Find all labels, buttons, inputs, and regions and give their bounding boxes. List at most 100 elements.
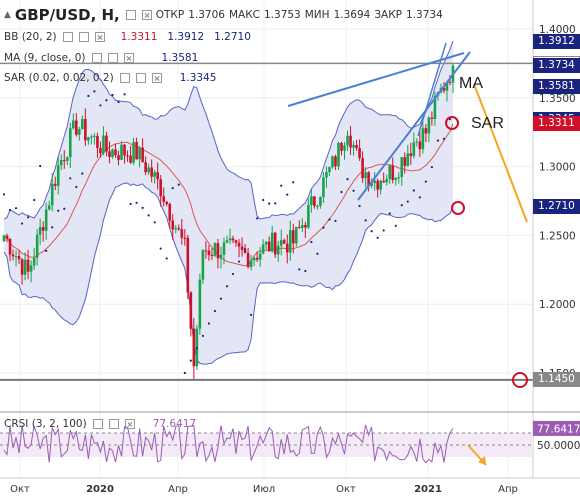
close-icon[interactable] xyxy=(123,53,134,63)
candle-body xyxy=(38,227,42,235)
candle-body xyxy=(102,135,105,154)
price-tick-label: 1.2500 xyxy=(539,230,576,242)
price-tag: 1.3912 xyxy=(533,33,580,49)
candle-body xyxy=(397,177,401,179)
sar-dot xyxy=(111,93,114,97)
candle-body xyxy=(261,244,265,254)
crsi-value-tag-text: 77.6417 xyxy=(537,423,580,435)
close-icon[interactable] xyxy=(151,73,162,83)
close-icon[interactable] xyxy=(124,419,135,429)
candle-body xyxy=(415,141,419,143)
visibility-icon[interactable] xyxy=(107,53,118,63)
candle-body xyxy=(349,135,352,148)
settings-icon[interactable] xyxy=(91,53,102,63)
candle-body xyxy=(285,243,289,253)
sar-dot xyxy=(262,198,265,202)
sar-dot xyxy=(352,189,355,192)
chevron-up-icon[interactable]: ▲ xyxy=(4,10,11,20)
candle-body xyxy=(370,183,373,186)
sar-circle xyxy=(445,116,459,130)
candle-body xyxy=(84,118,87,141)
settings-icon[interactable] xyxy=(92,419,103,429)
candle-body xyxy=(81,118,84,130)
sar-dot xyxy=(39,164,42,168)
candle-body xyxy=(316,205,319,207)
candle-body xyxy=(75,120,78,135)
sar-dot xyxy=(141,206,144,209)
sar-dot xyxy=(75,185,78,189)
candle-body xyxy=(222,242,226,255)
candle-body xyxy=(252,257,256,261)
candle-body xyxy=(26,259,30,272)
sar-dot xyxy=(376,236,379,239)
bollinger-bands xyxy=(3,40,454,365)
candle-body xyxy=(72,120,75,129)
visibility-icon[interactable] xyxy=(78,32,89,42)
candle-body xyxy=(295,227,298,244)
candle-body xyxy=(168,203,172,221)
candle-body xyxy=(394,177,398,180)
candle-body xyxy=(249,260,253,267)
sar-dot xyxy=(147,214,150,217)
indicator-ma-row[interactable]: MA (9, close, 0) 1.3581 xyxy=(4,52,198,64)
candle-body xyxy=(180,229,184,238)
indicator-sar-row[interactable]: SAR (0.02, 0.02, 0.2) 1.3345 xyxy=(4,72,216,84)
candle-body xyxy=(442,87,446,91)
candle-body xyxy=(264,241,268,245)
candle-body xyxy=(165,201,169,204)
candle-body xyxy=(373,180,376,184)
settings-icon[interactable] xyxy=(125,10,136,20)
sar-dot xyxy=(153,221,156,224)
sar-dot xyxy=(328,218,331,221)
indicator-crsi-row[interactable]: CRSI (3, 2, 100) 77.6417 xyxy=(4,418,196,430)
forecast-arrow-line xyxy=(473,83,528,223)
candle-body xyxy=(144,162,147,173)
sar-dot xyxy=(346,178,349,181)
candle-body xyxy=(59,160,63,166)
support-circle xyxy=(512,372,528,388)
settings-icon[interactable] xyxy=(62,32,73,42)
sar-dot xyxy=(81,172,84,175)
candle-body xyxy=(231,238,235,241)
candle-body xyxy=(288,230,292,253)
candle-body xyxy=(352,145,355,148)
candle-body xyxy=(150,167,153,177)
sar-dot xyxy=(316,252,319,255)
close-icon[interactable] xyxy=(141,10,152,20)
candle-body xyxy=(174,228,178,230)
candle-body xyxy=(406,153,410,166)
time-tick-label: Апр xyxy=(498,484,518,495)
visibility-icon[interactable] xyxy=(108,419,119,429)
price-tick-label: 1.4000 xyxy=(539,24,576,36)
sar-dot xyxy=(171,187,174,190)
candle-body xyxy=(282,240,286,244)
candle-body xyxy=(108,151,111,157)
candle-body xyxy=(388,165,392,180)
bollinger-lower xyxy=(3,182,454,365)
candle-body xyxy=(93,135,96,137)
close-icon[interactable] xyxy=(94,32,105,42)
candle-body xyxy=(319,196,322,206)
candle-body xyxy=(44,209,48,231)
candle-body xyxy=(225,240,229,243)
candle-body xyxy=(427,117,431,134)
sar-dot xyxy=(406,200,409,203)
candle-body xyxy=(192,328,196,367)
candle-body xyxy=(291,230,295,244)
candle-body xyxy=(385,179,389,183)
ma-annotation: MA xyxy=(459,75,483,92)
candle-body xyxy=(400,157,404,178)
candle-body xyxy=(301,224,304,229)
visibility-icon[interactable] xyxy=(135,73,146,83)
candle-body xyxy=(159,179,162,197)
bb-label: BB (20, 2) xyxy=(4,31,57,43)
candle-body xyxy=(234,240,238,243)
candle-body xyxy=(204,250,208,252)
bb-upper-value: 1.3912 xyxy=(167,31,205,43)
sar-dot xyxy=(340,190,343,194)
settings-icon[interactable] xyxy=(119,73,130,83)
sar-dot xyxy=(412,189,415,192)
indicator-bb-row[interactable]: BB (20, 2) 1.3311 1.3912 1.2710 xyxy=(4,31,251,43)
candle-body xyxy=(391,165,395,180)
sar-dot xyxy=(45,249,48,252)
